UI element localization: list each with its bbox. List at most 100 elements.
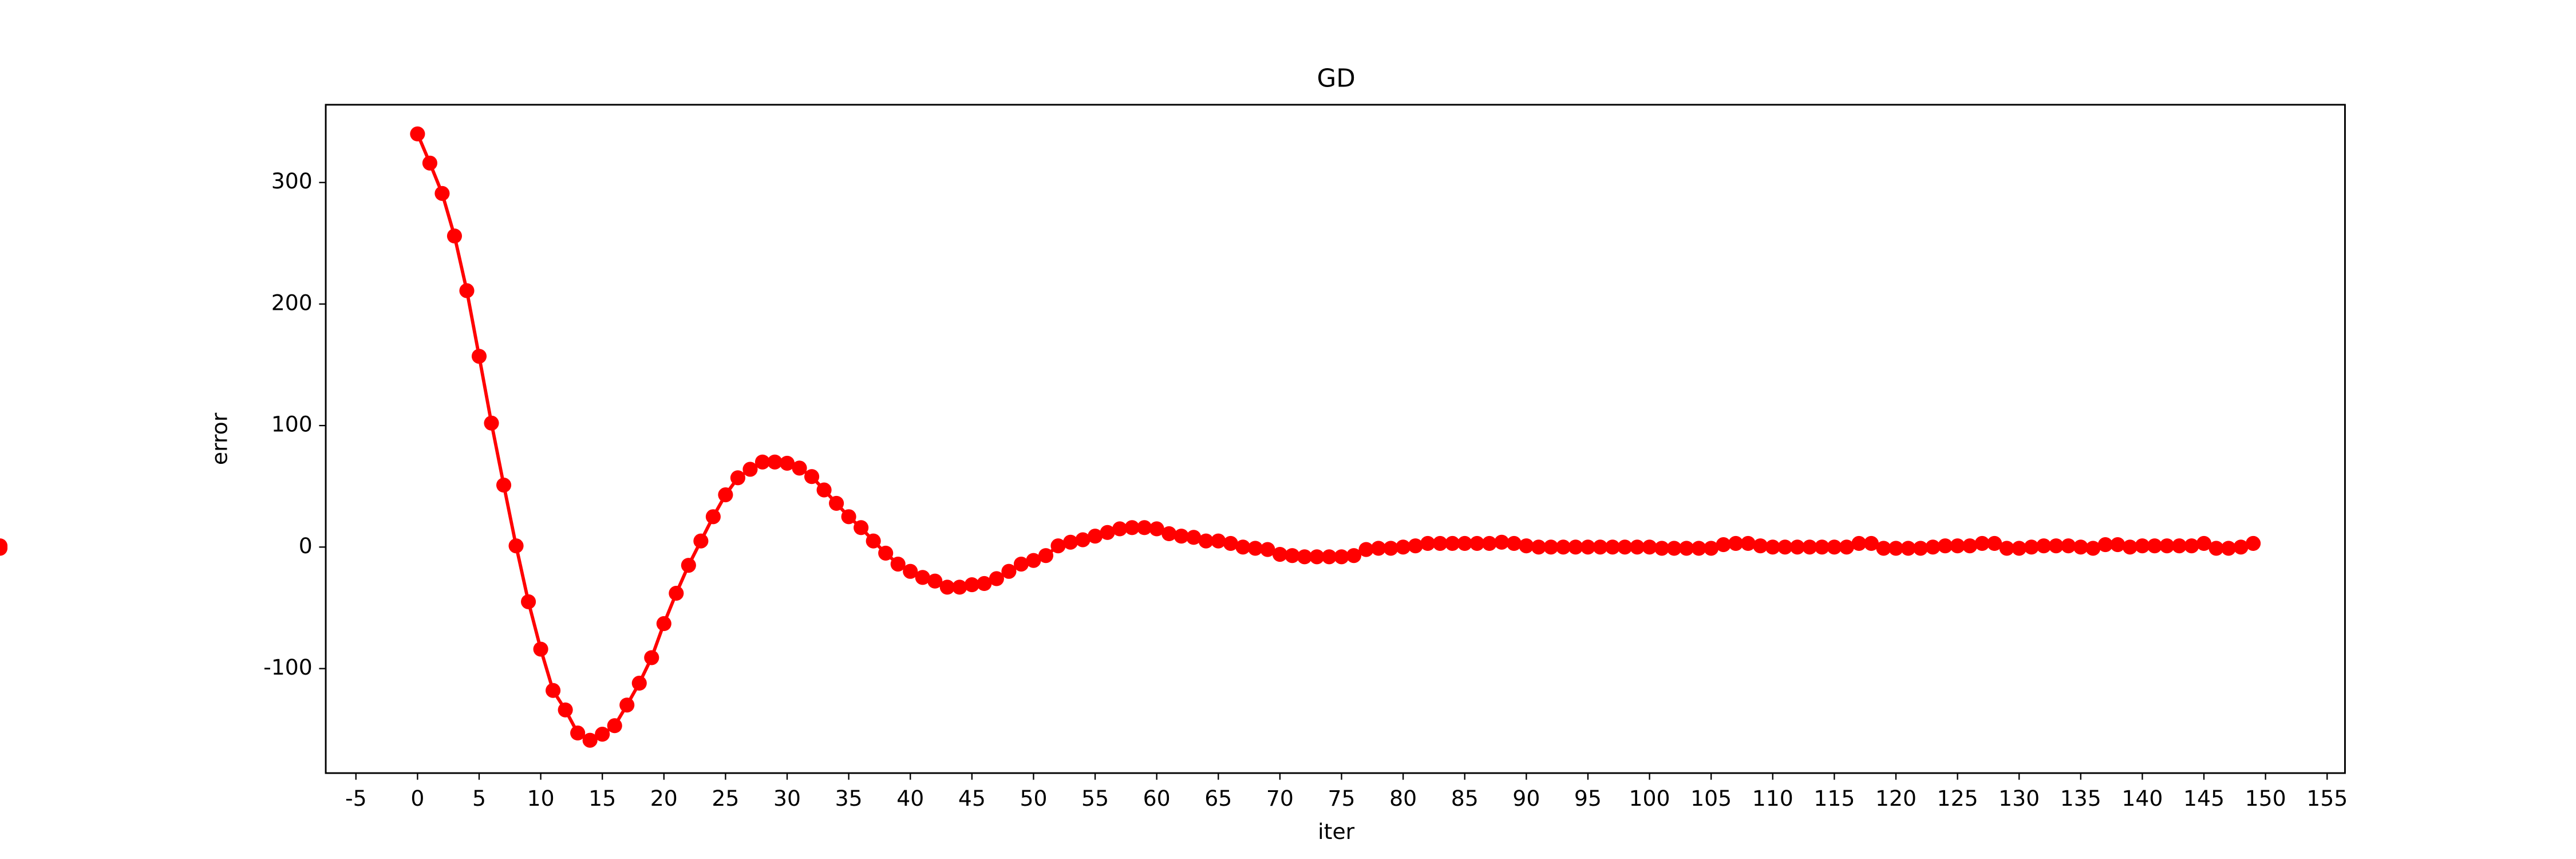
marker [1629,539,1645,555]
marker [792,460,807,476]
x-tick-label: 105 [1690,786,1732,811]
marker [730,470,746,486]
marker [2097,537,2113,553]
marker [1802,539,1818,555]
marker [1642,539,1657,555]
marker [742,462,758,477]
x-tick-label: 80 [1389,786,1417,811]
marker [2233,539,2249,555]
marker [1186,530,1202,545]
marker [1728,535,1744,551]
marker [434,186,450,201]
marker [1827,539,1842,555]
marker [866,533,881,549]
marker [669,585,684,601]
x-tick-label: 145 [2183,786,2225,811]
y-tick-label: 100 [271,412,313,437]
x-tick-label: 135 [2060,786,2101,811]
marker [939,580,955,595]
marker [2085,541,2101,556]
marker [1740,535,1756,551]
x-tick-label: 115 [1814,786,1855,811]
marker [1593,539,1608,555]
marker [1814,539,1830,555]
x-tick-label: 110 [1752,786,1793,811]
marker [1962,538,1978,554]
marker [1469,535,1485,551]
marker [0,538,8,554]
marker [1568,539,1583,555]
marker [1666,541,1682,556]
marker [1396,539,1411,555]
marker [2196,535,2212,551]
marker [1679,541,1694,556]
marker [1913,541,1929,556]
marker [1247,541,1263,556]
marker [2061,538,2076,554]
marker [2122,539,2138,555]
marker [903,564,918,579]
marker [1309,549,1325,565]
marker [2147,538,2162,554]
marker [1358,542,1374,557]
x-tick-label: -5 [345,786,367,811]
marker [570,725,586,741]
marker [1494,534,1510,550]
x-tick-label: 70 [1266,786,1294,811]
marker [705,509,721,525]
marker [2024,539,2039,555]
marker [558,702,573,718]
marker [829,495,844,511]
marker [1481,535,1497,551]
x-tick-label: 85 [1451,786,1479,811]
marker [1789,539,1805,555]
marker [1531,539,1546,555]
x-tick-label: 65 [1204,786,1232,811]
marker [1519,538,1534,554]
marker [644,650,659,665]
marker [1950,538,1965,554]
marker [471,349,487,364]
marker [1346,548,1362,564]
marker [854,520,869,535]
marker [681,558,696,573]
marker [693,533,709,549]
marker [1026,553,1041,568]
marker [2073,539,2088,555]
x-tick-label: 125 [1937,786,1978,811]
y-tick-label: 0 [299,533,313,558]
x-tick-label: 5 [472,786,486,811]
marker [1617,539,1633,555]
chart-title: GD [1317,64,1356,93]
marker [804,469,820,484]
marker [459,283,475,298]
marker [496,478,512,493]
marker [1334,549,1349,565]
marker [484,415,499,431]
x-tick-label: 10 [527,786,555,811]
marker [1371,541,1386,556]
marker [1420,535,1436,551]
marker [1863,535,1879,551]
marker [595,727,610,742]
marker [1765,539,1780,555]
x-tick-label: 75 [1327,786,1355,811]
marker [952,580,967,595]
marker [2048,538,2064,554]
marker [1013,556,1029,572]
marker [1445,535,1460,551]
marker [841,509,856,525]
marker [2184,538,2199,554]
marker [1457,535,1472,551]
marker [1321,549,1337,565]
marker [989,571,1004,586]
marker [1075,532,1091,547]
x-axis-label: iter [1318,819,1354,844]
marker [1383,541,1398,556]
marker [1100,525,1115,540]
x-tick-label: 20 [650,786,678,811]
marker [447,228,463,244]
marker [1285,548,1300,564]
